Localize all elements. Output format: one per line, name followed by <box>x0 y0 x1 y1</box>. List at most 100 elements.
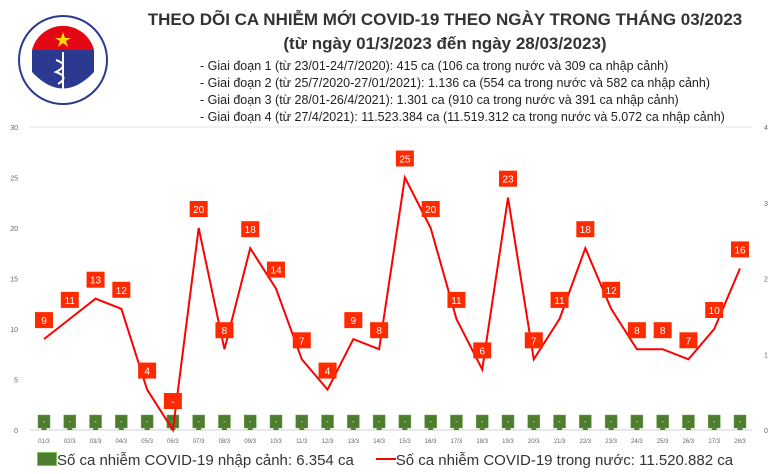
line-data-label: 13 <box>90 276 102 287</box>
bar <box>505 428 511 430</box>
x-tick-label: 26/3 <box>683 439 695 445</box>
bar-data-label-box <box>501 414 515 429</box>
line-data-label-box <box>421 201 440 217</box>
x-tick-label: 16/3 <box>425 439 437 445</box>
line-data-label: 9 <box>351 316 357 327</box>
bar <box>402 428 408 430</box>
line-data-label: 16 <box>734 245 746 256</box>
line-data-label: 9 <box>41 316 47 327</box>
line-data-label-box <box>370 322 389 339</box>
line-data-label-box <box>627 322 646 339</box>
bar-data-label-box <box>475 414 489 429</box>
bar <box>325 428 331 430</box>
bar <box>608 428 614 430</box>
line-data-label-box <box>318 362 337 379</box>
y2-tick-label: 2 <box>764 277 768 284</box>
bar <box>557 428 563 430</box>
bar-data-label-box <box>89 414 102 429</box>
bar-data-label-box <box>372 414 386 429</box>
bar-data-label: - <box>610 419 613 426</box>
bar-data-label-box <box>140 414 154 429</box>
line-data-label-box <box>473 342 492 359</box>
bar-data-label-box <box>553 414 566 429</box>
line-data-label: 12 <box>606 286 618 297</box>
y-tick-label: 0 <box>14 428 18 435</box>
domestic-line <box>43 174 741 433</box>
bar-data-label: - <box>249 419 252 426</box>
bar-data-label-box <box>450 414 463 429</box>
bar-data-label: - <box>661 419 664 426</box>
y2-tick-label: 3 <box>764 201 768 208</box>
x-tick-label: 27/3 <box>708 439 720 445</box>
line-data-label-box <box>576 221 595 238</box>
line-data-label-box <box>138 362 157 379</box>
note-phase-1: - Giai đoạn 1 (từ 23/01-24/7/2020): 415 … <box>200 59 669 73</box>
bar-data-label-box <box>295 414 309 429</box>
line-data-label: 11 <box>451 296 462 307</box>
line-data-label-box <box>679 332 698 349</box>
bar-data-label: - <box>455 419 458 426</box>
line-data-label-box <box>550 291 569 308</box>
line-data-label: 18 <box>580 225 592 236</box>
line-data-label-box <box>731 241 749 258</box>
bar <box>118 428 124 430</box>
line-data-label-box <box>524 332 543 349</box>
bar <box>685 428 691 430</box>
bar-data-label: - <box>43 419 46 426</box>
note-phase-3: - Giai đoạn 3 (từ 28/01-26/4/2021): 1.30… <box>200 93 679 107</box>
bar-data-label-box <box>243 414 257 429</box>
bar <box>41 428 47 430</box>
bar <box>67 428 73 430</box>
line-data-label: 4 <box>325 367 331 378</box>
y-tick-label: 15 <box>10 277 18 284</box>
bar-data-label: - <box>223 419 226 426</box>
bar-data-label: - <box>533 419 536 426</box>
y-tick-label: 20 <box>10 226 18 233</box>
line-data-label-box <box>163 393 182 409</box>
x-tick-label: 28/3 <box>734 439 746 445</box>
x-tick-label: 02/3 <box>64 439 76 445</box>
chart-title: THEO DÕI CA NHIỄM MỚI COVID-19 THEO NGÀY… <box>147 10 743 29</box>
bar-data-label-box <box>630 414 644 429</box>
bar <box>582 428 588 430</box>
line-data-label: 4 <box>144 367 150 378</box>
bar-data-label: - <box>120 419 123 426</box>
bar-data-label: - <box>275 419 278 426</box>
bar-data-label-box <box>707 414 721 429</box>
bar <box>711 428 717 430</box>
legend-swatch-green <box>36 452 57 466</box>
x-tick-label: 17/3 <box>451 439 463 445</box>
bar <box>93 428 99 430</box>
bar-data-label: - <box>687 419 690 426</box>
bar-data-label-box <box>656 414 669 429</box>
bar-data-label-box <box>682 414 695 429</box>
x-tick-label: 08/3 <box>219 439 231 445</box>
bar-data-label-box <box>115 414 128 429</box>
x-tick-label: 14/3 <box>373 439 385 445</box>
x-tick-label: 13/3 <box>347 439 359 445</box>
x-tick-label: 05/3 <box>141 439 153 445</box>
x-tick-label: 06/3 <box>167 439 179 445</box>
line-data-label: 25 <box>399 155 411 166</box>
line-data-label: 14 <box>270 266 282 277</box>
line-data-label-box <box>602 281 621 298</box>
line-data-label: 7 <box>531 336 537 347</box>
x-tick-label: 25/3 <box>657 439 669 445</box>
line-data-label-box <box>35 312 53 329</box>
line-data-label-box <box>344 312 363 329</box>
y2-tick-label: 0 <box>764 428 768 435</box>
legend-imported-label: Số ca nhiễm COVID-19 nhập cảnh: 6.354 ca <box>56 452 354 469</box>
bar <box>221 428 227 430</box>
x-tick-label: 03/3 <box>90 439 102 445</box>
line-data-label: 8 <box>634 326 640 337</box>
line-data-label-box <box>499 170 517 187</box>
line-data-label-box <box>86 271 105 288</box>
ministry-of-health-logo <box>18 15 108 105</box>
bar-data-label: - <box>584 419 587 426</box>
bar-data-label: - <box>69 419 72 426</box>
phase-notes: - Giai đoạn 1 (từ 23/01-24/7/2020): 415 … <box>200 58 725 126</box>
bar <box>350 428 356 430</box>
legend-domestic-label: Số ca nhiễm COVID-19 trong nước: 11.520.… <box>395 452 734 469</box>
